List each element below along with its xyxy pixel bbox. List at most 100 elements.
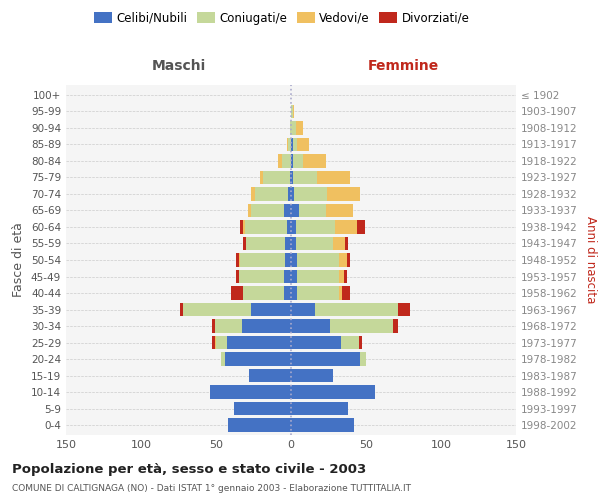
Bar xyxy=(260,170,291,184)
Bar xyxy=(291,303,409,316)
Text: Femmine: Femmine xyxy=(368,60,439,74)
Bar xyxy=(291,154,325,168)
Bar xyxy=(291,386,375,399)
Bar xyxy=(291,138,297,151)
Bar xyxy=(291,386,375,399)
Bar xyxy=(291,204,353,217)
Bar xyxy=(291,352,366,366)
Bar xyxy=(287,138,291,151)
Bar xyxy=(291,170,317,184)
Bar xyxy=(290,121,291,134)
Bar xyxy=(249,369,291,382)
Bar xyxy=(285,236,291,250)
Bar xyxy=(291,352,366,366)
Bar xyxy=(240,253,291,267)
Bar xyxy=(291,204,299,217)
Bar xyxy=(291,336,361,349)
Bar xyxy=(291,220,296,234)
Bar xyxy=(291,286,349,300)
Bar xyxy=(291,352,360,366)
Bar xyxy=(260,170,291,184)
Bar xyxy=(291,104,294,118)
Bar xyxy=(249,369,291,382)
Bar xyxy=(221,352,291,366)
Bar xyxy=(291,418,354,432)
Bar xyxy=(291,418,354,432)
Bar xyxy=(291,220,365,234)
Bar xyxy=(291,138,309,151)
Bar xyxy=(291,270,343,283)
Bar xyxy=(291,286,297,300)
Bar xyxy=(183,303,291,316)
Bar xyxy=(291,402,348,415)
Bar xyxy=(243,286,291,300)
Bar xyxy=(251,187,291,200)
Bar xyxy=(291,303,398,316)
Bar xyxy=(248,204,291,217)
Bar xyxy=(291,121,296,134)
Bar xyxy=(243,220,291,234)
Y-axis label: Fasce di età: Fasce di età xyxy=(13,222,25,298)
Bar xyxy=(234,402,291,415)
Bar xyxy=(234,402,291,415)
Bar xyxy=(291,236,345,250)
Bar xyxy=(291,369,333,382)
Bar xyxy=(288,138,291,151)
Bar xyxy=(234,402,291,415)
Bar xyxy=(183,303,291,316)
Bar xyxy=(210,386,291,399)
Bar xyxy=(235,270,291,283)
Bar xyxy=(291,336,359,349)
Bar xyxy=(291,138,309,151)
Bar xyxy=(225,352,291,366)
Bar xyxy=(291,336,359,349)
Bar xyxy=(228,418,291,432)
Bar xyxy=(291,320,393,333)
Bar xyxy=(210,386,291,399)
Bar xyxy=(240,220,291,234)
Bar xyxy=(291,253,339,267)
Bar xyxy=(291,418,354,432)
Bar xyxy=(291,220,357,234)
Bar xyxy=(291,138,293,151)
Bar xyxy=(287,220,291,234)
Bar xyxy=(291,369,333,382)
Bar xyxy=(290,170,291,184)
Bar xyxy=(210,386,291,399)
Bar xyxy=(291,320,398,333)
Bar xyxy=(291,320,393,333)
Bar xyxy=(291,121,303,134)
Bar xyxy=(221,352,291,366)
Bar xyxy=(291,303,315,316)
Bar xyxy=(288,187,291,200)
Bar xyxy=(291,121,303,134)
Text: COMUNE DI CALTIGNAGA (NO) - Dati ISTAT 1° gennaio 2003 - Elaborazione TUTTITALIA: COMUNE DI CALTIGNAGA (NO) - Dati ISTAT 1… xyxy=(12,484,411,493)
Bar xyxy=(291,286,342,300)
Bar xyxy=(291,253,349,267)
Bar xyxy=(277,154,291,168)
Bar xyxy=(241,320,291,333)
Bar xyxy=(291,402,348,415)
Bar xyxy=(263,170,291,184)
Bar xyxy=(291,270,339,283)
Bar xyxy=(291,204,325,217)
Text: Maschi: Maschi xyxy=(151,60,206,74)
Bar xyxy=(251,204,291,217)
Bar xyxy=(291,236,333,250)
Bar xyxy=(284,204,291,217)
Bar xyxy=(291,154,325,168)
Bar xyxy=(228,418,291,432)
Bar xyxy=(228,418,291,432)
Bar xyxy=(239,253,291,267)
Bar xyxy=(284,286,291,300)
Bar xyxy=(249,369,291,382)
Bar xyxy=(245,220,291,234)
Bar xyxy=(291,270,297,283)
Bar xyxy=(291,320,330,333)
Bar xyxy=(231,286,291,300)
Bar xyxy=(291,253,347,267)
Bar xyxy=(277,154,291,168)
Bar xyxy=(291,369,333,382)
Bar xyxy=(291,270,347,283)
Bar xyxy=(255,187,291,200)
